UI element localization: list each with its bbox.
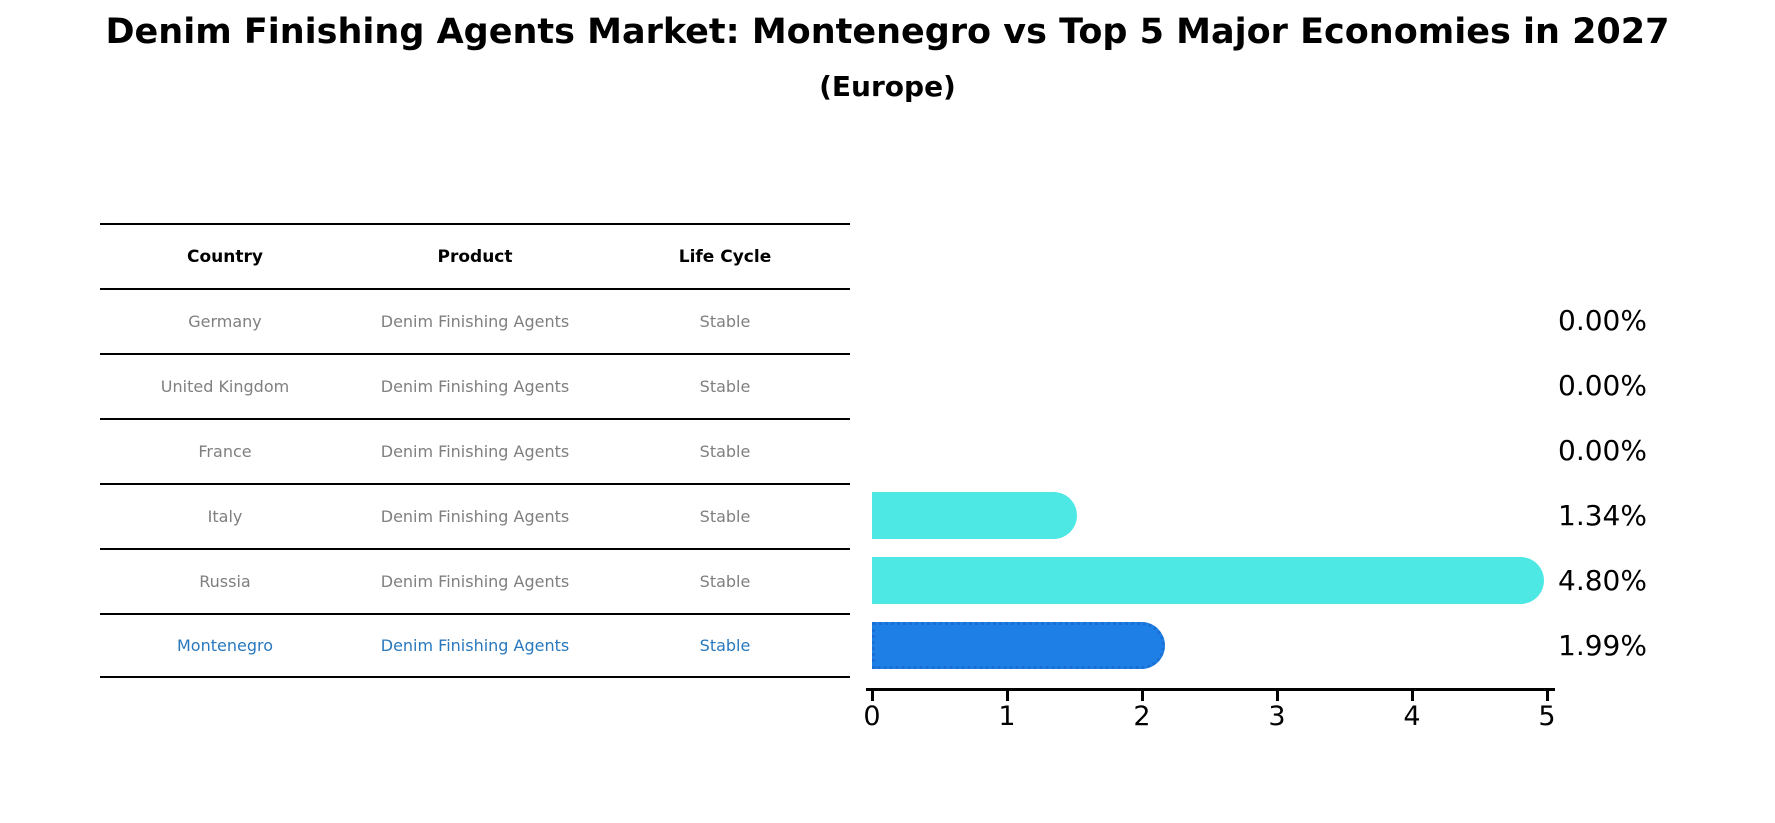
x-tick-mark-4 xyxy=(1410,690,1414,701)
x-tick-label-2: 2 xyxy=(1133,701,1151,732)
column-header-life-cycle: Life Cycle xyxy=(678,246,772,267)
country-table: Country Product Life Cycle Germany Denim… xyxy=(100,223,850,678)
x-axis-line xyxy=(866,688,1555,691)
cell-country: France xyxy=(198,442,252,461)
bar-montenegro xyxy=(872,622,1165,669)
cell-product: Denim Finishing Agents xyxy=(380,572,570,591)
x-tick-label-3: 3 xyxy=(1268,701,1286,732)
cell-country: Italy xyxy=(207,507,243,526)
chart-subtitle: (Europe) xyxy=(819,70,956,103)
cell-country: Russia xyxy=(199,572,251,591)
x-tick-mark-1 xyxy=(1005,690,1009,701)
column-header-product: Product xyxy=(437,246,513,267)
value-label-russia: 4.80% xyxy=(1558,563,1647,597)
x-tick-label-1: 1 xyxy=(998,701,1016,732)
cell-life-cycle: Stable xyxy=(699,507,751,526)
cell-life-cycle: Stable xyxy=(699,377,751,396)
table-row-russia: Russia Denim Finishing Agents Stable xyxy=(100,548,850,613)
x-tick-label-4: 4 xyxy=(1403,701,1421,732)
value-label-montenegro: 1.99% xyxy=(1558,628,1647,662)
chart-title: Denim Finishing Agents Market: Montenegr… xyxy=(105,12,1670,52)
table-header-row: Country Product Life Cycle xyxy=(100,223,850,288)
bar-italy xyxy=(872,492,1077,539)
cell-product: Denim Finishing Agents xyxy=(380,312,570,331)
cell-product: Denim Finishing Agents xyxy=(380,442,570,461)
table-row-germany: Germany Denim Finishing Agents Stable xyxy=(100,288,850,353)
x-tick-mark-2 xyxy=(1140,690,1144,701)
x-tick-label-5: 5 xyxy=(1538,701,1556,732)
cell-life-cycle: Stable xyxy=(699,636,751,655)
column-header-country: Country xyxy=(187,246,263,267)
cell-country: Montenegro xyxy=(176,636,273,655)
cell-life-cycle: Stable xyxy=(699,442,751,461)
cell-country: United Kingdom xyxy=(160,377,290,396)
bar-russia xyxy=(872,557,1544,604)
table-row-united-kingdom: United Kingdom Denim Finishing Agents St… xyxy=(100,353,850,418)
table-row-montenegro: Montenegro Denim Finishing Agents Stable xyxy=(100,613,850,678)
table-row-italy: Italy Denim Finishing Agents Stable xyxy=(100,483,850,548)
cell-life-cycle: Stable xyxy=(699,312,751,331)
value-label-united-kingdom: 0.00% xyxy=(1558,368,1647,402)
value-label-italy: 1.34% xyxy=(1558,498,1647,532)
table-row-france: France Denim Finishing Agents Stable xyxy=(100,418,850,483)
cell-country: Germany xyxy=(188,312,262,331)
x-tick-label-0: 0 xyxy=(863,701,881,732)
cell-life-cycle: Stable xyxy=(699,572,751,591)
cell-product: Denim Finishing Agents xyxy=(380,377,570,396)
value-label-germany: 0.00% xyxy=(1558,303,1647,337)
x-tick-mark-3 xyxy=(1275,690,1279,701)
cell-product: Denim Finishing Agents xyxy=(380,507,570,526)
cell-product: Denim Finishing Agents xyxy=(380,636,570,655)
x-tick-mark-0 xyxy=(870,690,874,701)
value-label-france: 0.00% xyxy=(1558,433,1647,467)
x-tick-mark-5 xyxy=(1545,690,1549,701)
